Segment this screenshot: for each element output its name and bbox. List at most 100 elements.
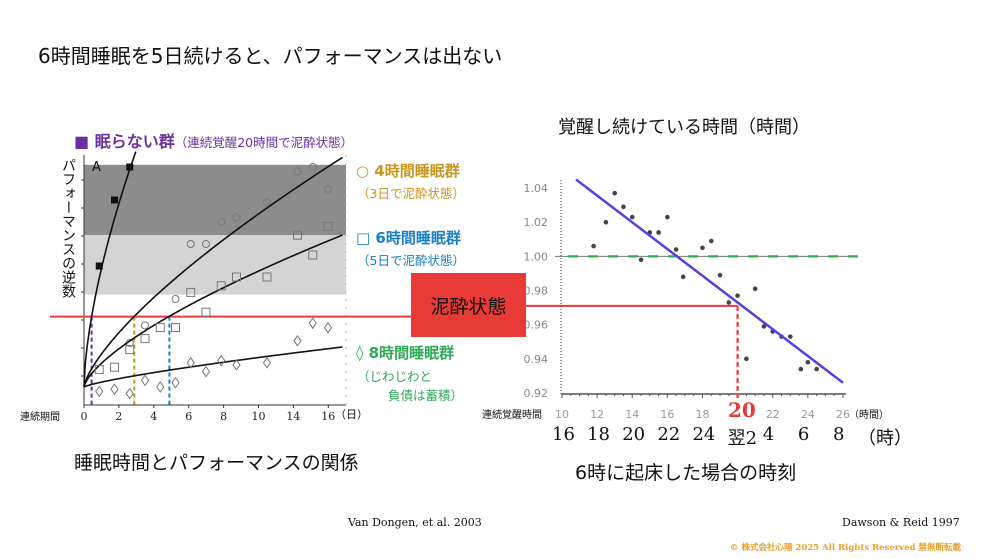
clock-tick-label: 22: [657, 424, 681, 445]
clock-tick-label: 6: [797, 424, 810, 445]
data-point: [717, 272, 723, 278]
right-y-tick-label: 1.00: [524, 250, 549, 263]
point-4h: [324, 185, 332, 193]
data-point: [752, 286, 758, 292]
point-4h: [171, 295, 180, 303]
clock-ticks: 16 18 20 22 24 翌2 4 6 8 （時）: [0, 424, 1000, 449]
point-8h: [232, 359, 241, 371]
left-x-tick-label: 2: [115, 410, 122, 423]
data-point: [700, 245, 705, 251]
point-8h: [308, 317, 317, 330]
point-6h: [232, 272, 241, 282]
left-x-tick-label: 0: [81, 410, 88, 423]
point-4h: [232, 213, 241, 222]
legend-8h: ◊ 8時間睡眠群: [356, 344, 455, 362]
data-point: [665, 214, 670, 220]
left-x-tick-label: 8: [220, 410, 227, 423]
point-6h: [140, 334, 150, 344]
data-point: [603, 219, 609, 225]
right-x-tick-label: 16: [660, 408, 674, 421]
legend-4h-note: （3日で泥酔状態）: [357, 186, 465, 201]
point-6h: [323, 221, 333, 231]
right-x-tick-label: 18: [695, 408, 709, 421]
drunk-state-label: 泥酔状態: [430, 295, 507, 318]
point-8h: [171, 376, 180, 389]
right-x-tick-label: 14: [625, 408, 639, 421]
right-y-tick-label: 0.96: [524, 319, 549, 332]
point-8h: [201, 365, 211, 378]
right-y-tick-label: 0.94: [524, 353, 549, 366]
clock-unit: （時）: [858, 428, 912, 449]
left-x-tick-label: 10: [252, 410, 266, 423]
left-x-label: 連続期間: [20, 412, 60, 423]
data-point: [708, 238, 714, 244]
clock-tick-label: 翌2: [727, 428, 758, 449]
data-point: [787, 334, 793, 339]
left-x-tick-label: 4: [150, 410, 157, 423]
data-point: [629, 214, 635, 220]
data-point: [621, 204, 626, 210]
right-source: Dawson & Reid 1997: [842, 516, 960, 529]
right-x-tick-label: 24: [801, 408, 815, 421]
trend-line: [575, 178, 844, 384]
right-x-tick-label: 22: [766, 408, 780, 421]
left-x-tick-label: 6: [185, 410, 192, 423]
clock-tick-label: 20: [622, 424, 646, 445]
data-point: [735, 293, 740, 298]
fit-curve-2: [83, 234, 343, 388]
legend-8h-note2: 負債は蓄積）: [388, 388, 464, 403]
data-point: [798, 366, 804, 372]
point-8h: [156, 381, 165, 393]
drunk-state-box: 泥酔状態: [411, 273, 526, 337]
right-y-tick-label: 1.02: [524, 216, 549, 229]
data-point: [805, 359, 811, 365]
point-8h: [293, 334, 302, 347]
right-y-tick-label: 0.98: [524, 285, 549, 298]
point-6h: [262, 272, 272, 282]
clock-tick-label: 24: [692, 424, 716, 445]
right-x-label: 連続覚醒時間: [482, 410, 542, 421]
point-4h: [308, 163, 317, 171]
right-chart-title: 覚醒し続けている時間（時間）: [558, 117, 810, 138]
point-8h: [217, 354, 226, 367]
point-6h: [186, 287, 196, 297]
left-caption: 睡眠時間とパフォーマンスの関係: [74, 452, 359, 474]
left-x-unit: （日）: [335, 408, 368, 421]
right-x-tick-label: 26: [836, 408, 850, 421]
band-light: [84, 235, 346, 295]
fit-curve-3: [83, 346, 343, 388]
data-point: [638, 257, 644, 263]
fit-curve-0: [83, 151, 137, 388]
band-dark: [84, 164, 346, 236]
clock-tick-label: 18: [587, 424, 611, 445]
point-8h: [323, 321, 333, 334]
data-point: [612, 190, 617, 196]
copyright: © 株式会社心陽 2025 All Rights Reserved 禁無断転載: [730, 543, 962, 553]
point-8h: [95, 385, 104, 398]
point-6h: [155, 323, 165, 333]
data-point: [656, 230, 661, 235]
data-point: [761, 324, 767, 329]
legend-8h-note1: （じわじわと: [357, 369, 433, 384]
point-4h: [186, 240, 195, 248]
left-x-tick-label: 16: [321, 410, 335, 423]
right-y-tick-label: 0.92: [524, 387, 549, 400]
point-8h: [262, 356, 272, 369]
point-4h: [202, 240, 210, 248]
point-8h: [140, 374, 150, 387]
legend-nosleep: ■ 眠らない群（連続覚醒20時間で泥酔状態）: [74, 128, 353, 152]
point-nosleep: [95, 262, 103, 270]
clock-tick-label: 16: [552, 424, 575, 445]
data-point: [726, 300, 732, 305]
fit-curve-1: [83, 156, 343, 388]
left-source: Van Dongen, et al. 2003: [348, 516, 482, 529]
clock-tick-label: 8: [832, 424, 845, 445]
right-x-tick-label: 10: [555, 408, 569, 421]
point-4h: [141, 321, 149, 330]
point-6h: [308, 250, 318, 260]
point-8h: [110, 383, 119, 396]
point-6h: [94, 364, 104, 374]
point-6h: [216, 281, 226, 291]
